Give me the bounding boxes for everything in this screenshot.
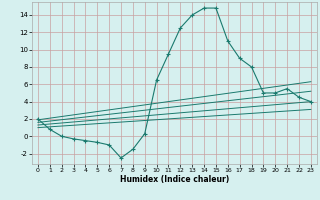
X-axis label: Humidex (Indice chaleur): Humidex (Indice chaleur) [120,175,229,184]
